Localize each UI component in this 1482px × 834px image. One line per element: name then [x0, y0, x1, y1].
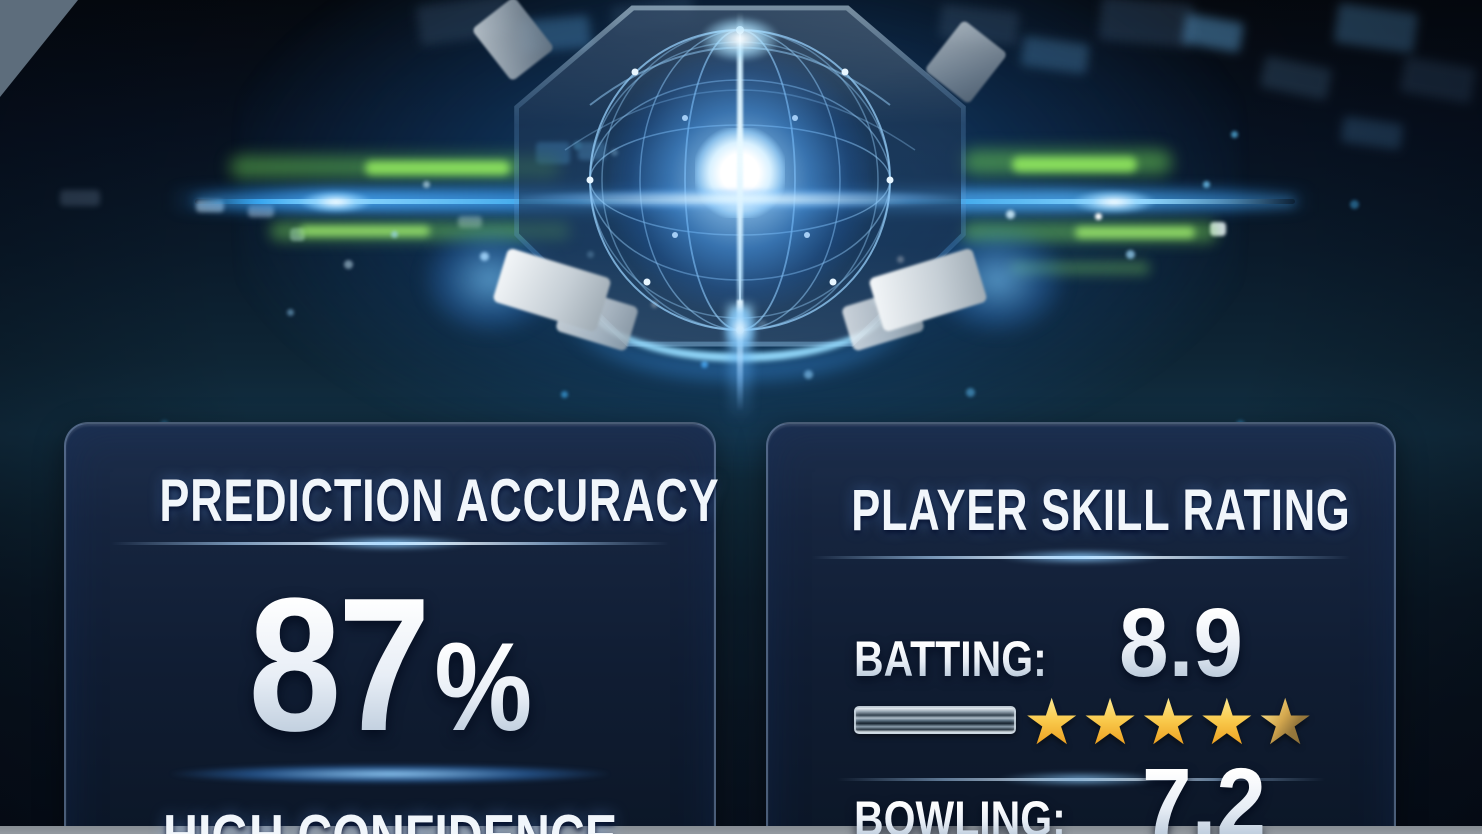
divider: [111, 542, 669, 545]
star-icon: ★: [1023, 686, 1081, 758]
prediction-accuracy-card: PREDICTION ACCURACY 87% HIGH CONFIDENCE: [64, 422, 720, 834]
player-skill-card: PLAYER SKILL RATING BATTING: 8.9 ★ ★ ★ ★ ★ B…: [766, 422, 1396, 834]
accuracy-value: 87%: [66, 570, 714, 760]
batting-meter: [854, 706, 1016, 734]
star-icon: ★: [1081, 686, 1139, 758]
bowling-row: BOWLING: 7.2: [854, 754, 1364, 834]
confidence-label: HIGH CONFIDENCE: [66, 802, 714, 834]
batting-row: BATTING: 8.9: [854, 594, 1364, 691]
bowling-value: 7.2: [1142, 754, 1266, 834]
batting-label: BATTING:: [854, 631, 1047, 687]
accuracy-number: 87: [248, 559, 430, 771]
glow-line: [170, 764, 610, 784]
batting-star-rating: ★ ★ ★ ★ ★: [1023, 690, 1315, 754]
bowling-label: BOWLING:: [854, 794, 1066, 834]
card-title: PREDICTION ACCURACY: [159, 467, 720, 534]
divider: [811, 556, 1351, 559]
star-icon: ★: [1198, 686, 1256, 758]
card-title: PLAYER SKILL RATING: [851, 478, 1351, 543]
bottom-strip: [0, 826, 1482, 834]
star-icon: ★: [1256, 686, 1314, 758]
accuracy-unit: %: [434, 618, 532, 757]
divider: [836, 778, 1326, 781]
batting-value: 8.9: [1119, 588, 1244, 697]
star-icon: ★: [1139, 686, 1198, 758]
